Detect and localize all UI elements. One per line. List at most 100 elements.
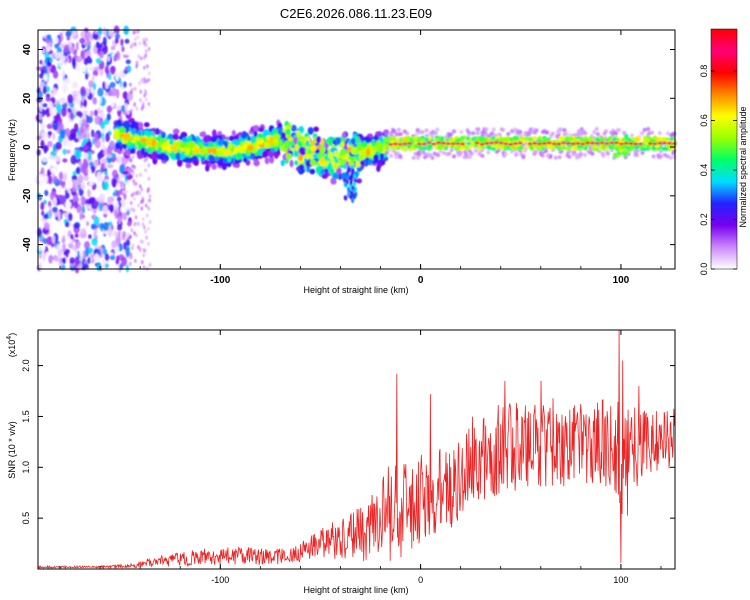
spectrogram-cell — [565, 136, 570, 141]
spectrogram-cell — [657, 141, 663, 145]
spectrogram-y-ticks: -40 -20 0 20 40 — [22, 44, 675, 252]
spectrogram-cell — [509, 137, 514, 142]
spectrogram-cell — [619, 142, 624, 146]
spectrogram-cell — [92, 33, 99, 40]
spectrogram-cell — [69, 102, 75, 109]
spectrogram-cell — [336, 167, 342, 175]
spectrogram-region-noise — [34, 25, 152, 274]
spectrogram-cell — [574, 152, 579, 157]
spectrogram-cell — [89, 176, 95, 186]
spectrogram-cell — [57, 249, 63, 259]
spectrogram-cell — [256, 138, 264, 145]
spectrogram-cell — [69, 45, 75, 54]
spectrogram-cell — [623, 141, 629, 145]
spectrogram-cell — [480, 153, 485, 158]
spectrogram-cell — [79, 248, 84, 257]
spectrogram-cell — [40, 167, 45, 176]
spectrogram-cell — [93, 200, 98, 208]
spectrogram-cell — [129, 200, 133, 205]
spectrogram-cell — [158, 146, 163, 152]
spectrogram-cell — [141, 103, 145, 108]
spectrogram-cell — [111, 169, 118, 179]
spectrogram-cell — [99, 111, 105, 119]
spectrogram-cell — [385, 146, 390, 151]
spectrogram-cell — [590, 141, 595, 145]
spectrogram-cell — [388, 142, 393, 146]
spectrogram-cell — [106, 55, 111, 62]
spectrogram-cell — [473, 148, 478, 153]
spectrogram-cell — [324, 142, 329, 149]
spectrogram-cell — [114, 72, 120, 81]
spectrogram-cell — [87, 188, 91, 198]
spectrogram-x-tick-label: -100 — [210, 275, 230, 286]
spectrogram-cell — [98, 95, 102, 104]
spectrogram-cell — [52, 36, 60, 45]
spectrogram-cell — [74, 94, 81, 105]
spectrogram-cell — [514, 151, 519, 156]
spectrogram-cell — [202, 135, 210, 143]
spectrogram-cell — [479, 142, 485, 146]
spectrogram-cell — [80, 182, 86, 191]
spectrogram-cell — [136, 245, 140, 250]
spectrogram-cell — [40, 201, 45, 211]
spectrogram-cell — [102, 205, 109, 215]
spectrogram-cell — [38, 113, 43, 121]
spectrogram-cell — [75, 240, 81, 249]
spectrogram-cell — [598, 147, 603, 152]
spectrogram-cell — [102, 81, 106, 90]
spectrogram-cell — [110, 87, 117, 97]
spectrogram-cell — [58, 258, 63, 267]
spectrogram-cell — [651, 145, 657, 150]
spectrogram-cell — [113, 128, 120, 136]
spectrogram-cell — [102, 36, 107, 46]
spectrogram-cell — [130, 128, 137, 135]
spectrogram-cell — [43, 144, 49, 152]
spectrogram-cell — [294, 143, 300, 151]
spectrogram-cell — [285, 153, 293, 160]
spectrogram-cell — [47, 140, 53, 148]
spectrogram-cell — [365, 136, 372, 143]
spectrogram-cell — [42, 86, 47, 95]
spectrogram-cell — [495, 135, 501, 140]
spectrogram-cell — [665, 131, 670, 136]
spectrogram-cell — [445, 142, 451, 146]
spectrogram-cell — [327, 162, 333, 170]
spectrogram-cell — [123, 206, 127, 213]
spectrogram-cell — [513, 142, 518, 145]
spectrogram-cell — [269, 136, 274, 142]
spectrogram-cell — [561, 141, 566, 145]
spectrogram-cell — [201, 146, 208, 154]
spectrogram-cell — [80, 86, 86, 97]
spectrogram-cell — [88, 161, 94, 167]
spectrogram-cell — [339, 148, 347, 156]
spectrogram-cell — [557, 147, 562, 152]
snr-y-tick-label: 1.5 — [21, 410, 31, 423]
spectrogram-cell — [617, 128, 622, 133]
spectrogram-cell — [566, 141, 571, 145]
spectrogram-cell — [141, 217, 145, 222]
spectrogram-cell — [232, 135, 240, 141]
spectrogram-cell — [94, 109, 98, 117]
spectrogram-cell — [120, 38, 124, 47]
snr-multiplier-base: (x10 — [7, 340, 17, 358]
spectrogram-cell — [109, 255, 116, 261]
spectrogram-cell — [434, 152, 439, 157]
spectrogram-cell — [580, 142, 586, 146]
spectrogram-cell — [61, 69, 65, 79]
spectrogram-cell — [620, 145, 625, 150]
spectrogram-cell — [297, 140, 302, 148]
spectrogram-cell — [103, 147, 108, 156]
spectrogram-cell — [273, 133, 280, 140]
spectrogram-cell — [571, 152, 576, 157]
spectrogram-cell — [78, 161, 83, 167]
spectrogram-cell — [46, 34, 52, 41]
spectrogram-cell — [452, 129, 457, 134]
spectrogram-cell — [246, 144, 254, 152]
spectrogram-cell — [73, 201, 79, 209]
spectrogram-cell — [334, 137, 342, 145]
spectrogram-cell — [217, 139, 223, 146]
spectrogram-cell — [471, 136, 476, 141]
spectrogram-cell — [591, 147, 597, 152]
spectrogram-cell — [62, 138, 67, 147]
spectrogram-cell — [227, 155, 232, 163]
